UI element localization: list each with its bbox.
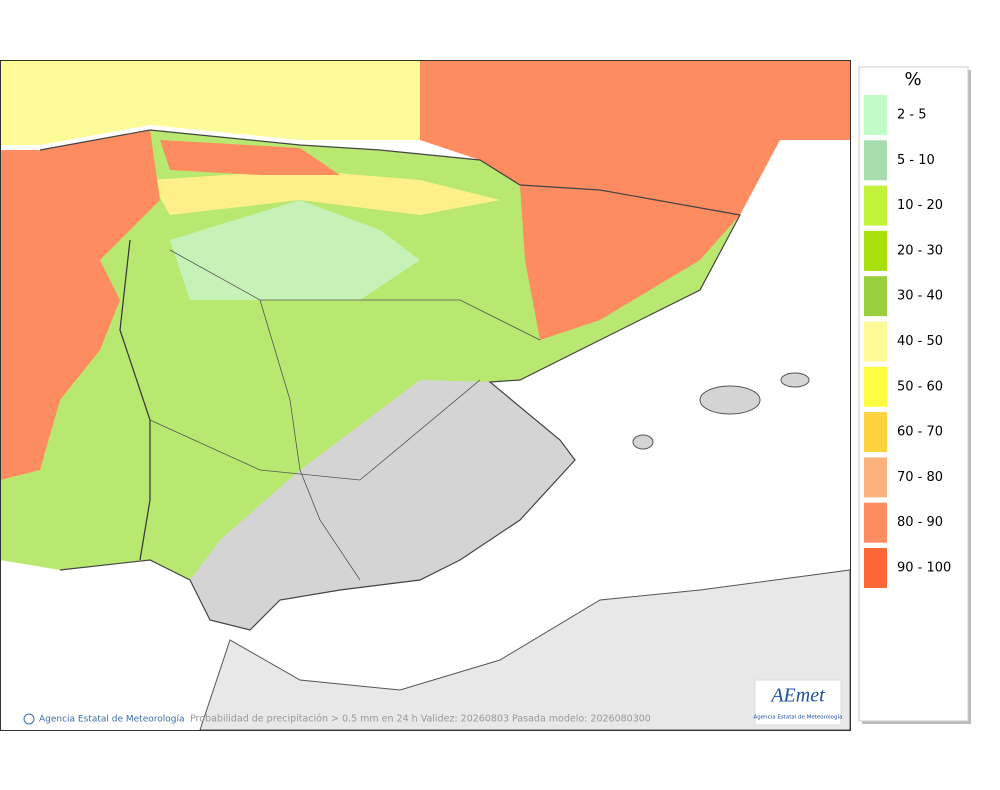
border: [259, 299, 361, 581]
legend-label: 80 - 90: [897, 515, 943, 530]
area-pyrenees: [520, 185, 740, 340]
area-cantabria: [160, 140, 340, 175]
legend-label: 5 - 10: [897, 153, 935, 168]
legend-title: %: [904, 69, 921, 90]
legend-label: 40 - 50: [897, 334, 943, 349]
credit: Agencia Estatal de Meteorología: [39, 715, 185, 725]
area-yellow-north: [150, 170, 500, 215]
legend-label: 90 - 100: [897, 561, 951, 576]
legend-swatch: [864, 321, 887, 362]
legend-swatch: [864, 548, 887, 588]
legend-swatch: [864, 412, 887, 453]
copyright-icon: [23, 713, 35, 725]
area-west-coast: [0, 130, 160, 480]
legend-swatch: [864, 185, 887, 226]
legend-swatch: [864, 140, 887, 181]
legend-swatch: [864, 366, 887, 407]
legend: % 2 - 5 5 - 10 10 - 20 20 - 30 30 - 40 40 - 5…: [858, 66, 971, 724]
area-southeast-dry: [190, 380, 575, 630]
legend-swatch: [864, 502, 887, 543]
island-menorca: [780, 372, 810, 388]
legend-label: 50 - 60: [897, 379, 943, 394]
map-frame: [0, 60, 851, 731]
border: [149, 379, 481, 481]
logo-box: [754, 679, 842, 726]
area-france: [420, 60, 850, 215]
legend-swatch: [864, 95, 887, 135]
legend-label: 60 - 70: [897, 425, 943, 440]
caption: Probabilidad de precipitación > 0.5 mm e…: [190, 714, 651, 725]
legend-label: 2 - 5: [897, 108, 927, 123]
border: [169, 249, 541, 341]
island-mallorca: [699, 385, 761, 415]
area-north-sea-yellow: [0, 60, 420, 145]
area-green-light: [170, 200, 420, 300]
logo-subtitle: Agencia Estatal de Meteorología: [754, 714, 843, 721]
legend-label: 70 - 80: [897, 470, 943, 485]
coastline: [39, 129, 741, 631]
legend-swatch: [864, 276, 887, 317]
island-ibiza: [632, 434, 654, 450]
legend-label: 10 - 20: [897, 198, 943, 213]
legend-label: 30 - 40: [897, 289, 943, 304]
logo: AEmet: [769, 685, 825, 707]
legend-swatch: [864, 457, 887, 498]
map: Agencia Estatal de Meteorología Probabil…: [0, 60, 851, 731]
legend-label: 20 - 30: [897, 243, 943, 258]
legend-swatch: [864, 230, 887, 271]
